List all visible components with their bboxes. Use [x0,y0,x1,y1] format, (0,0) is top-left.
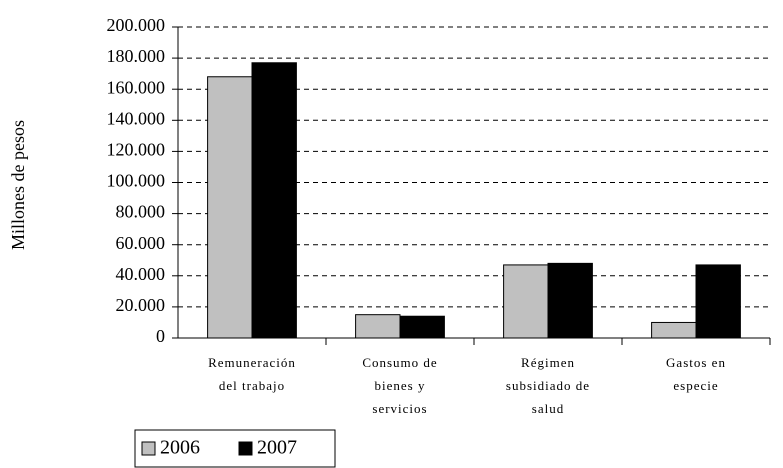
x-tick-label: del trabajo [219,378,285,393]
x-tick-label: salud [532,401,564,416]
y-tick-label: 80.000 [116,202,166,222]
x-tick-label: bienes y [375,378,426,393]
y-tick-label: 140.000 [107,108,166,128]
legend-swatch [141,441,156,456]
y-tick-label: 0 [156,326,165,346]
bar [399,315,445,339]
x-tick-label: Consumo de [362,355,437,370]
x-tick-label: Régimen [521,355,575,370]
y-tick-label: 20.000 [116,295,166,315]
legend-box [134,429,336,468]
bar [251,62,297,339]
x-tick-label: subsidiado de [506,378,590,393]
y-tick-label: 40.000 [116,264,166,284]
bar [207,76,253,339]
legend-label: 2007 [257,437,297,459]
y-tick-label: 160.000 [107,77,166,97]
y-tick-label: 120.000 [107,140,166,160]
bar [503,264,549,339]
y-axis-label: Millones de pesos [8,120,28,250]
x-tick-label: Gastos en [666,355,726,370]
x-tick-label: servicios [372,401,427,416]
bar [355,314,401,339]
x-tick-label: especie [673,378,718,393]
legend-swatch [238,441,253,456]
legend-label: 2006 [160,437,200,459]
y-tick-label: 180.000 [107,46,166,66]
y-tick-label: 100.000 [107,171,166,191]
y-tick-label: 200.000 [107,15,166,35]
x-tick-label: Remuneración [208,355,296,370]
bar [651,321,697,339]
bar [547,262,593,339]
y-tick-label: 60.000 [116,233,166,253]
bar [695,264,741,339]
